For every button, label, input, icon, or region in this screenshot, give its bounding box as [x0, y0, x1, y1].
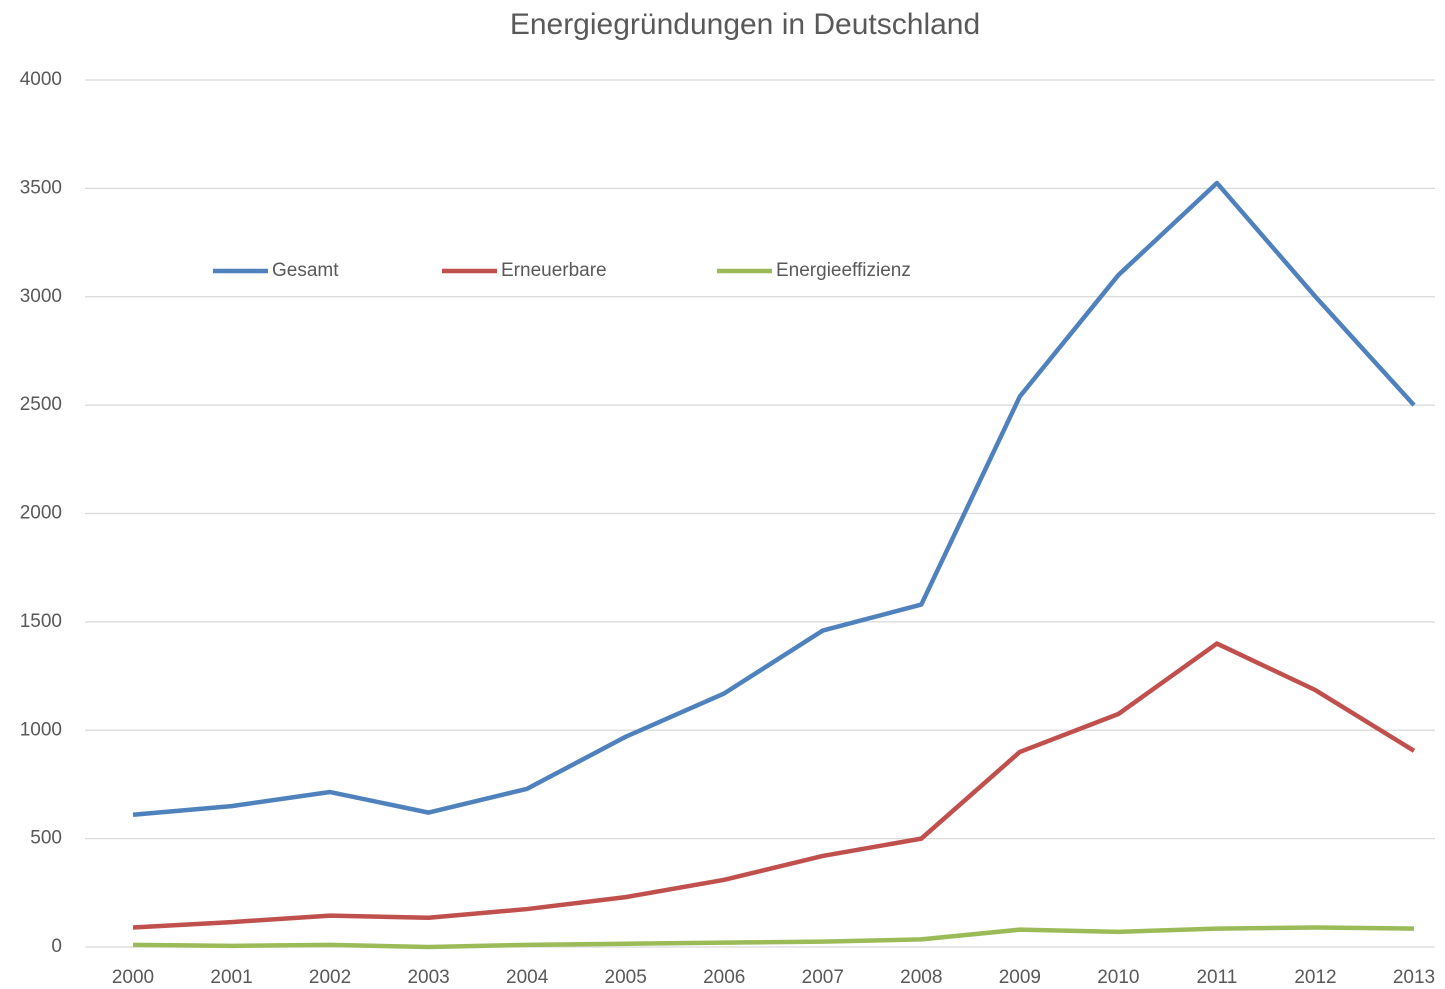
y-tick-label: 4000 [20, 69, 62, 90]
series-line [132, 180, 1416, 818]
y-tick-label: 500 [30, 828, 62, 849]
y-tick-label: 2000 [20, 503, 62, 524]
y-tick-label: 3500 [20, 177, 62, 198]
legend-label: Gesamt [272, 260, 339, 281]
y-tick-label: 1000 [20, 719, 62, 740]
series-line [132, 925, 1415, 950]
x-tick-label: 2011 [1196, 967, 1237, 988]
x-tick-label: 2003 [407, 967, 449, 988]
x-tick-label: 2012 [1294, 967, 1336, 988]
x-tick-label: 2010 [1097, 967, 1139, 988]
legend-label: Energieeffizienz [776, 260, 911, 281]
x-tick-label: 2004 [506, 967, 549, 988]
y-tick-label: 2500 [20, 394, 62, 415]
y-tick-label: 1500 [20, 611, 62, 632]
x-tick-label: 2013 [1393, 967, 1435, 988]
x-tick-label: 2007 [802, 967, 844, 988]
legend-label: Erneuerbare [501, 260, 607, 281]
chart-title: Energiegründungen in Deutschland [510, 8, 980, 41]
x-tick-label: 2009 [999, 967, 1041, 988]
x-tick-label: 2008 [900, 967, 942, 988]
y-tick-label: 3000 [20, 286, 62, 307]
x-tick-label: 2006 [703, 967, 745, 988]
x-tick-label: 2002 [309, 967, 351, 988]
x-tick-label: 2001 [210, 967, 252, 988]
x-tick-label: 2000 [112, 967, 154, 988]
y-tick-label: 0 [51, 936, 62, 957]
x-tick-label: 2005 [605, 967, 647, 988]
series-line [132, 641, 1416, 930]
